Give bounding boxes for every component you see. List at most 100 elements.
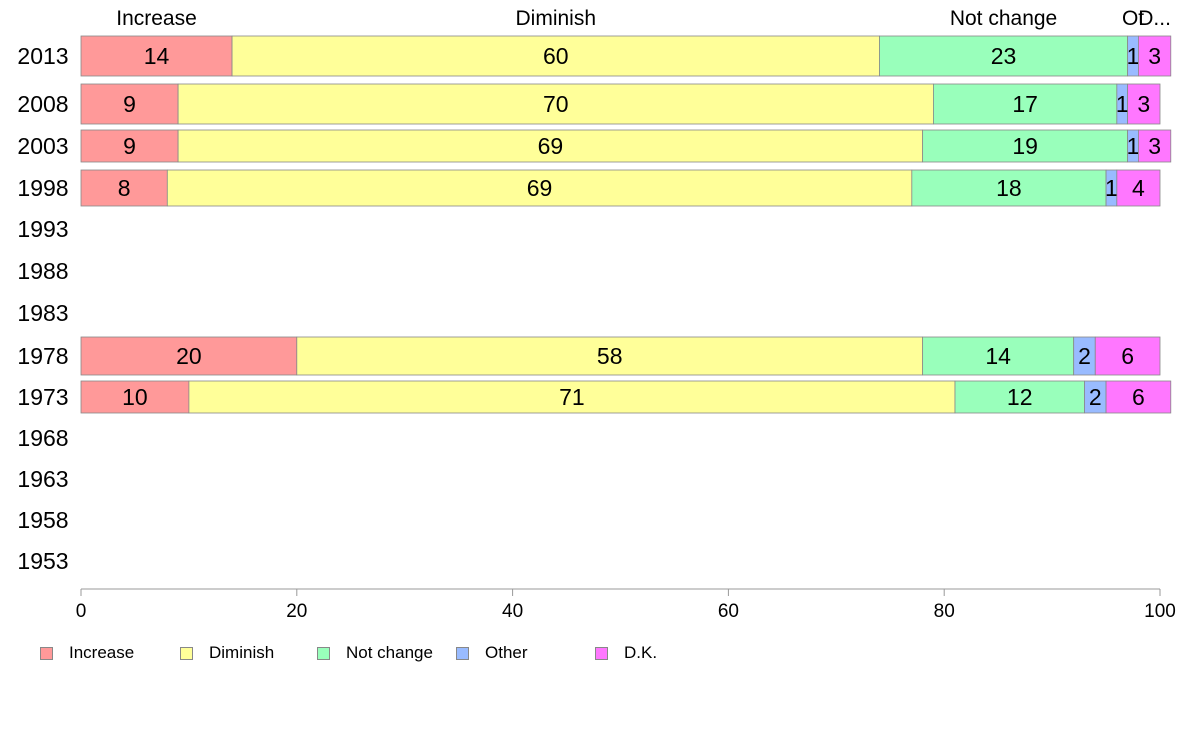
legend-label: Increase [69,643,135,662]
y-tick-label: 1973 [17,384,68,410]
bar-segment [177,83,934,125]
x-tick-label: 60 [718,601,739,622]
bar-segment [1105,380,1172,414]
x-axis: 0 20 40 60 80 100 [76,588,1176,622]
data-label: 12 [1007,384,1033,410]
data-label: 60 [543,43,569,69]
bar-segment [1094,336,1161,376]
data-label: 14 [144,43,170,69]
bar-segment [954,380,1085,414]
legend: Increase Diminish Not change Other D.K. [40,642,760,664]
data-label: 1 [1116,91,1129,117]
data-label: 2 [1089,384,1102,410]
data-label: 8 [118,175,131,201]
legend-item: D.K. [595,642,657,664]
series-top-label: Increase [116,7,197,30]
bar-segment [1127,83,1161,125]
data-label: 3 [1137,91,1150,117]
data-label: 1 [1105,175,1118,201]
legend-item: Not change [317,642,433,664]
x-tick-label: 40 [502,601,523,622]
data-label: 69 [538,133,564,159]
bars: 14 60 23 1 39 70 17 1 39 69 19 1 38 69 18 1 420 58 14 2 610 7… [80,35,1172,414]
y-tick-label: 2003 [17,133,68,159]
y-tick-label: 1988 [17,258,68,284]
bar-segment [933,83,1118,125]
data-label: 3 [1148,133,1161,159]
data-label: 23 [991,43,1017,69]
x-tick-label: 20 [286,601,307,622]
bar-segment [80,380,190,414]
y-tick-label: 1963 [17,466,68,492]
x-tick-label: 80 [934,601,955,622]
data-label: 1 [1127,43,1140,69]
bar-segment [177,129,924,163]
data-label: 10 [122,384,148,410]
bar-segment [80,169,168,207]
data-label: 17 [1012,91,1038,117]
legend-item: Diminish [180,642,274,664]
bar-row: 9 70 17 1 3 [80,83,1161,125]
top-series-labels: Increase Diminish Not change OtD... [116,7,1171,30]
series-top-label: Not change [950,7,1057,30]
bar-segment [1138,129,1172,163]
bar-segment [922,336,1075,376]
series-top-label: D... [1138,7,1171,30]
bar-segment [80,129,179,163]
data-label: 9 [123,133,136,159]
bar-segment [188,380,956,414]
bar-segment [922,129,1129,163]
data-label: 71 [559,384,585,410]
y-axis-labels: 2013 2008 2003 1998 1993 1988 1983 1978 1973 1968… [17,43,68,574]
data-label: 18 [996,175,1022,201]
legend-label: Diminish [209,643,275,662]
y-tick-label: 2008 [17,91,68,117]
data-label: 20 [176,343,202,369]
bar-row: 14 60 23 1 3 [80,35,1172,77]
legend-label: Other [485,643,528,662]
legend-swatch [456,646,469,660]
series-top-label: Ot [1122,7,1144,30]
data-label: 6 [1121,343,1134,369]
series-top-label: Diminish [516,7,597,30]
data-label: 58 [597,343,623,369]
y-tick-label: 1983 [17,300,68,326]
legend-swatch [595,646,608,660]
y-tick-label: 1993 [17,216,68,242]
data-label: 2 [1078,343,1091,369]
x-tick-label: 100 [1144,601,1176,622]
bar-segment [1116,169,1161,207]
data-label: 19 [1012,133,1038,159]
y-tick-label: 1953 [17,548,68,574]
legend-label: Not change [346,643,433,662]
y-tick-label: 2013 [17,43,68,69]
bar-row: 9 69 19 1 3 [80,129,1172,163]
data-label: 6 [1132,384,1145,410]
bar-row: 10 71 12 2 6 [80,380,1172,414]
data-label: 14 [985,343,1011,369]
y-tick-label: 1978 [17,343,68,369]
x-tick-label: 0 [76,601,87,622]
legend-item: Increase [40,642,134,664]
bar-segment [80,83,179,125]
data-label: 9 [123,91,136,117]
data-label: 70 [543,91,569,117]
bar-segment [166,169,913,207]
bar-segment [80,336,298,376]
data-label: 3 [1148,43,1161,69]
bar-segment [231,35,880,77]
bar-segment [296,336,924,376]
legend-item: Other [456,642,528,664]
data-label: 4 [1132,175,1145,201]
bar-row: 20 58 14 2 6 [80,336,1161,376]
bar-segment [1138,35,1172,77]
legend-swatch [317,646,330,660]
data-label: 69 [527,175,553,201]
legend-swatch [180,646,193,660]
data-label: 1 [1127,133,1140,159]
y-tick-label: 1968 [17,425,68,451]
y-tick-label: 1998 [17,175,68,201]
legend-label: D.K. [624,643,658,662]
y-tick-label: 1958 [17,507,68,533]
